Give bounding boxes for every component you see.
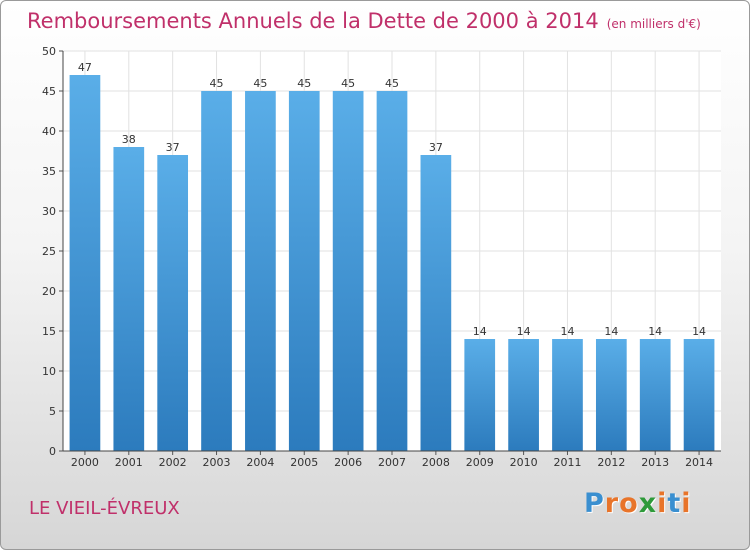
data-label: 45 [297, 77, 311, 90]
bar [683, 339, 715, 451]
y-tick-label: 25 [42, 245, 56, 258]
x-tick-label: 2013 [641, 456, 669, 469]
data-label: 45 [210, 77, 224, 90]
logo-letter: i [657, 488, 668, 519]
chart-title-text: Remboursements Annuels de la Dette de 20… [27, 9, 599, 33]
x-tick-label: 2000 [71, 456, 99, 469]
y-tick-label: 15 [42, 325, 56, 338]
y-tick-label: 10 [42, 365, 56, 378]
bar [508, 339, 539, 451]
bar [113, 147, 145, 451]
bar [464, 339, 496, 451]
bar [157, 155, 189, 451]
proxiti-logo: Proxiti [584, 488, 692, 519]
bar [69, 75, 101, 451]
data-label: 14 [473, 325, 487, 338]
data-label: 45 [341, 77, 355, 90]
bar [201, 91, 232, 451]
data-label: 14 [604, 325, 618, 338]
x-tick-label: 2005 [290, 456, 318, 469]
x-tick-label: 2011 [553, 456, 581, 469]
x-tick-label: 2012 [597, 456, 625, 469]
y-tick-label: 50 [42, 45, 56, 58]
bar [376, 91, 408, 451]
y-tick-label: 30 [42, 205, 56, 218]
chart-unit: (en milliers d'€) [606, 17, 701, 31]
logo-letter: i [681, 488, 692, 519]
data-label: 45 [253, 77, 267, 90]
data-label: 14 [692, 325, 706, 338]
data-label: 14 [560, 325, 574, 338]
x-tick-label: 2007 [378, 456, 406, 469]
y-tick-label: 40 [42, 125, 56, 138]
x-tick-label: 2004 [246, 456, 274, 469]
y-tick-label: 0 [49, 445, 56, 458]
x-tick-label: 2008 [422, 456, 450, 469]
bar [552, 339, 583, 451]
logo-letter: o [619, 488, 639, 519]
data-label: 37 [429, 141, 443, 154]
bar [595, 339, 627, 451]
chart-title: Remboursements Annuels de la Dette de 20… [27, 9, 701, 33]
y-tick-label: 45 [42, 85, 56, 98]
bar [332, 91, 364, 451]
data-label: 45 [385, 77, 399, 90]
bar [420, 155, 452, 451]
bar [245, 91, 276, 451]
x-tick-label: 2009 [466, 456, 494, 469]
x-tick-label: 2002 [159, 456, 187, 469]
bar [639, 339, 671, 451]
y-tick-label: 20 [42, 285, 56, 298]
x-tick-label: 2001 [115, 456, 143, 469]
y-tick-label: 35 [42, 165, 56, 178]
data-label: 38 [122, 133, 136, 146]
y-tick-label: 5 [49, 405, 56, 418]
x-tick-label: 2003 [203, 456, 231, 469]
data-label: 37 [166, 141, 180, 154]
logo-letter: P [584, 488, 605, 519]
bar [288, 91, 320, 451]
city-name: LE VIEIL-ÉVREUX [29, 498, 180, 519]
data-label: 14 [517, 325, 531, 338]
logo-letter: t [667, 488, 682, 519]
logo-letter: x [638, 488, 658, 519]
data-label: 14 [648, 325, 662, 338]
logo-letter: r [604, 488, 620, 519]
x-tick-label: 2010 [510, 456, 538, 469]
x-tick-label: 2006 [334, 456, 362, 469]
x-tick-label: 2014 [685, 456, 713, 469]
data-label: 47 [78, 61, 92, 74]
